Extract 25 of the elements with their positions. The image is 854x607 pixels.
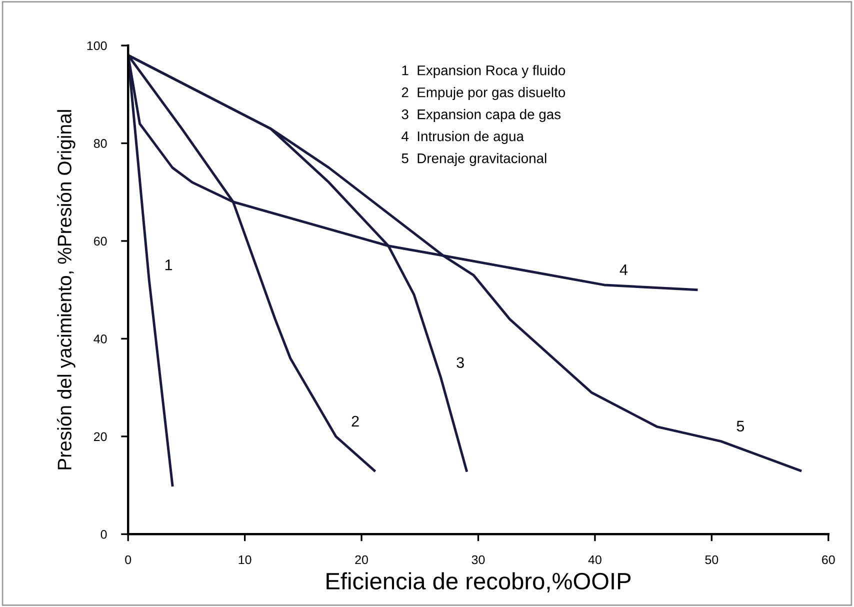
y-tick-label: 40 [94,334,107,344]
y-tick-label: 80 [94,139,107,148]
x-tick-label: 10 [238,555,252,564]
y-axis-title: Presión del yacimiento, %Presión Original [56,110,76,470]
x-axis-title: Eficiencia de recobro,%OOIP [326,572,631,592]
annotation: 5 Drenaje gravitacional [402,153,546,166]
x-tick-label: 20 [355,555,368,564]
series-label: 5 [736,420,744,432]
x-tick-label: 50 [705,555,718,564]
x-tick-label: 40 [588,555,602,564]
series-label: 2 [352,416,359,426]
x-tick-label: 30 [472,555,485,564]
series-label: 4 [620,264,628,276]
annotation: 3 Expansion capa de gas [402,109,561,122]
x-tick-label: 60 [822,555,835,564]
x-tick-label: 0 [125,555,132,564]
y-tick-label: 100 [87,41,107,50]
y-tick-label: 20 [94,432,107,442]
y-tick-label: 0 [100,530,107,539]
annotation: 1 Expansion Roca y fluido [402,65,566,78]
y-tick-label: 60 [94,236,107,246]
annotation: 4 Intrusion de agua [402,131,524,144]
annotation: 2 Empuje por gas disuelto [402,87,566,100]
series-label: 1 [165,260,172,270]
series-label: 3 [456,357,464,368]
